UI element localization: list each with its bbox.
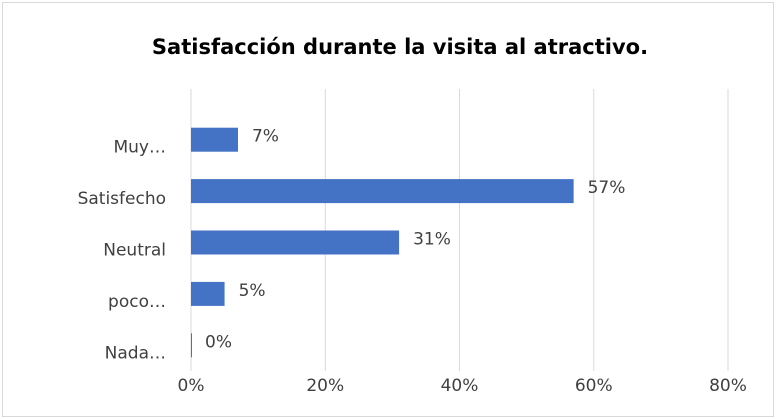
x-tick-label: 80%	[709, 376, 747, 396]
value-label: 31%	[413, 230, 451, 250]
y-tick-label: poco…	[108, 292, 166, 312]
x-tick-label: 40%	[441, 376, 479, 396]
x-tick-label: 0%	[178, 376, 205, 396]
value-label: 57%	[588, 178, 626, 198]
chart-title: Satisfacción durante la visita al atract…	[152, 35, 648, 59]
bar	[191, 333, 192, 358]
x-tick-label: 20%	[306, 376, 344, 396]
y-tick-label: Nada…	[105, 343, 166, 363]
bar	[191, 230, 400, 255]
value-label: 7%	[252, 127, 279, 147]
bar	[191, 179, 574, 204]
y-tick-label: Satisfecho	[78, 189, 166, 209]
bar	[191, 281, 225, 306]
bar	[191, 127, 238, 152]
value-label: 5%	[239, 281, 266, 301]
y-tick-label: Neutral	[103, 241, 166, 261]
x-tick-label: 60%	[575, 376, 613, 396]
value-label: 0%	[205, 332, 232, 352]
y-tick-label: Muy…	[113, 138, 166, 158]
